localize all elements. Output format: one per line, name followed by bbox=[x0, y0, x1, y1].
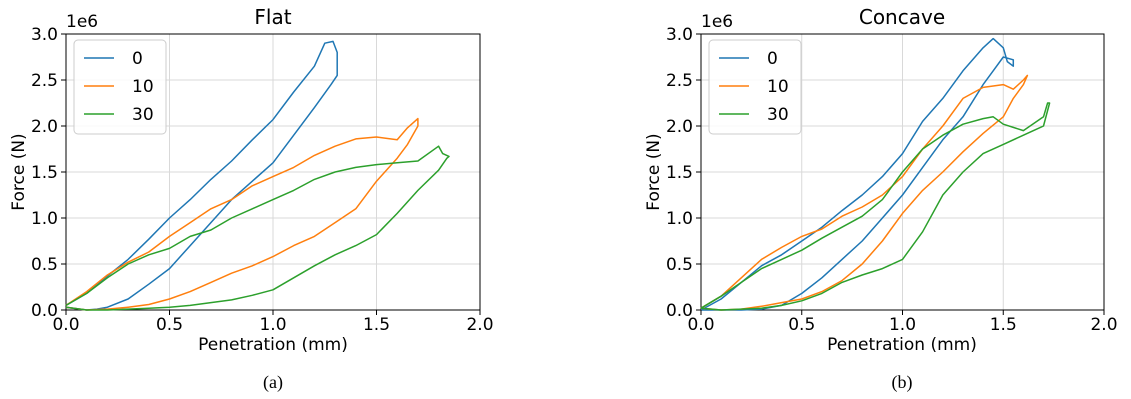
x-tick-label: 0.5 bbox=[156, 315, 183, 335]
y-tick-label: 2.0 bbox=[31, 117, 58, 137]
legend-label: 0 bbox=[132, 49, 143, 69]
series-group bbox=[65, 40, 450, 311]
x-tick-label: 0.0 bbox=[52, 315, 79, 335]
y-tick-label: 3.0 bbox=[666, 25, 693, 45]
y-scale-label: 1e6 bbox=[701, 12, 733, 32]
legend-label: 10 bbox=[767, 77, 789, 97]
series-line-10 bbox=[700, 74, 1029, 311]
chart-panel-flat: 0.0 0.5 1.0 1.5 2.0 0.0 0.5 1.0 1.5 2.0 2.5 3.0 Fla… bbox=[9, 5, 494, 355]
tick-group: 0.0 0.5 1.0 1.5 2.0 0.0 0.5 1.0 1.5 2.0 2.5 3.0 bbox=[666, 25, 1118, 335]
legend: 0 10 30 bbox=[708, 39, 802, 135]
y-tick-label: 1.0 bbox=[666, 209, 693, 229]
caption-b: (b) bbox=[891, 372, 913, 392]
y-tick-label: 0.5 bbox=[31, 255, 58, 275]
y-tick-label: 2.0 bbox=[666, 117, 693, 137]
tick-group: 0.0 0.5 1.0 1.5 2.0 0.0 0.5 1.0 1.5 2.0 2.5 3.0 bbox=[31, 25, 494, 335]
y-tick-label: 1.5 bbox=[31, 163, 58, 183]
caption-a: (a) bbox=[263, 372, 283, 392]
y-axis-label: Force (N) bbox=[9, 133, 29, 210]
legend-entry: 10 bbox=[719, 77, 789, 97]
y-tick-label: 0.5 bbox=[666, 255, 693, 275]
chart-title: Concave bbox=[859, 5, 945, 29]
series-line-30 bbox=[65, 145, 450, 311]
legend-entry: 30 bbox=[719, 105, 789, 125]
chart-panel-concave: 0.0 0.5 1.0 1.5 2.0 0.0 0.5 1.0 1.5 2.0 2.5 3.0 Con… bbox=[644, 5, 1118, 355]
legend-label: 0 bbox=[767, 49, 778, 69]
series-group bbox=[700, 37, 1051, 311]
x-tick-label: 0.5 bbox=[788, 315, 815, 335]
legend-label: 30 bbox=[767, 105, 789, 125]
x-tick-label: 0.0 bbox=[687, 315, 714, 335]
series-line-10 bbox=[65, 117, 419, 311]
x-axis-label: Penetration (mm) bbox=[198, 335, 348, 355]
x-tick-label: 1.5 bbox=[363, 315, 390, 335]
legend-entry: 0 bbox=[84, 49, 143, 69]
series-line-0 bbox=[65, 40, 338, 311]
legend: 0 10 30 bbox=[73, 39, 167, 135]
x-tick-label: 1.0 bbox=[259, 315, 286, 335]
legend-entry: 30 bbox=[84, 105, 154, 125]
legend-label: 10 bbox=[132, 77, 154, 97]
y-scale-label: 1e6 bbox=[66, 12, 98, 32]
x-axis-label: Penetration (mm) bbox=[827, 335, 977, 355]
x-tick-label: 2.0 bbox=[466, 315, 493, 335]
y-tick-label: 1.5 bbox=[666, 163, 693, 183]
y-tick-label: 2.5 bbox=[666, 71, 693, 91]
y-tick-label: 0.0 bbox=[31, 301, 58, 321]
series-line-0 bbox=[700, 37, 1015, 311]
x-tick-label: 1.0 bbox=[889, 315, 916, 335]
y-tick-label: 0.0 bbox=[666, 301, 693, 321]
legend-label: 30 bbox=[132, 105, 154, 125]
y-tick-label: 3.0 bbox=[31, 25, 58, 45]
x-tick-label: 2.0 bbox=[1090, 315, 1117, 335]
legend-entry: 10 bbox=[84, 77, 154, 97]
chart-title: Flat bbox=[254, 5, 291, 29]
x-tick-label: 1.5 bbox=[990, 315, 1017, 335]
figure: 0.0 0.5 1.0 1.5 2.0 0.0 0.5 1.0 1.5 2.0 2.5 3.0 Fla… bbox=[9, 5, 1118, 355]
y-axis-label: Force (N) bbox=[644, 133, 664, 210]
y-tick-label: 1.0 bbox=[31, 209, 58, 229]
series-line-30 bbox=[700, 102, 1051, 311]
legend-entry: 0 bbox=[719, 49, 778, 69]
y-tick-label: 2.5 bbox=[31, 71, 58, 91]
